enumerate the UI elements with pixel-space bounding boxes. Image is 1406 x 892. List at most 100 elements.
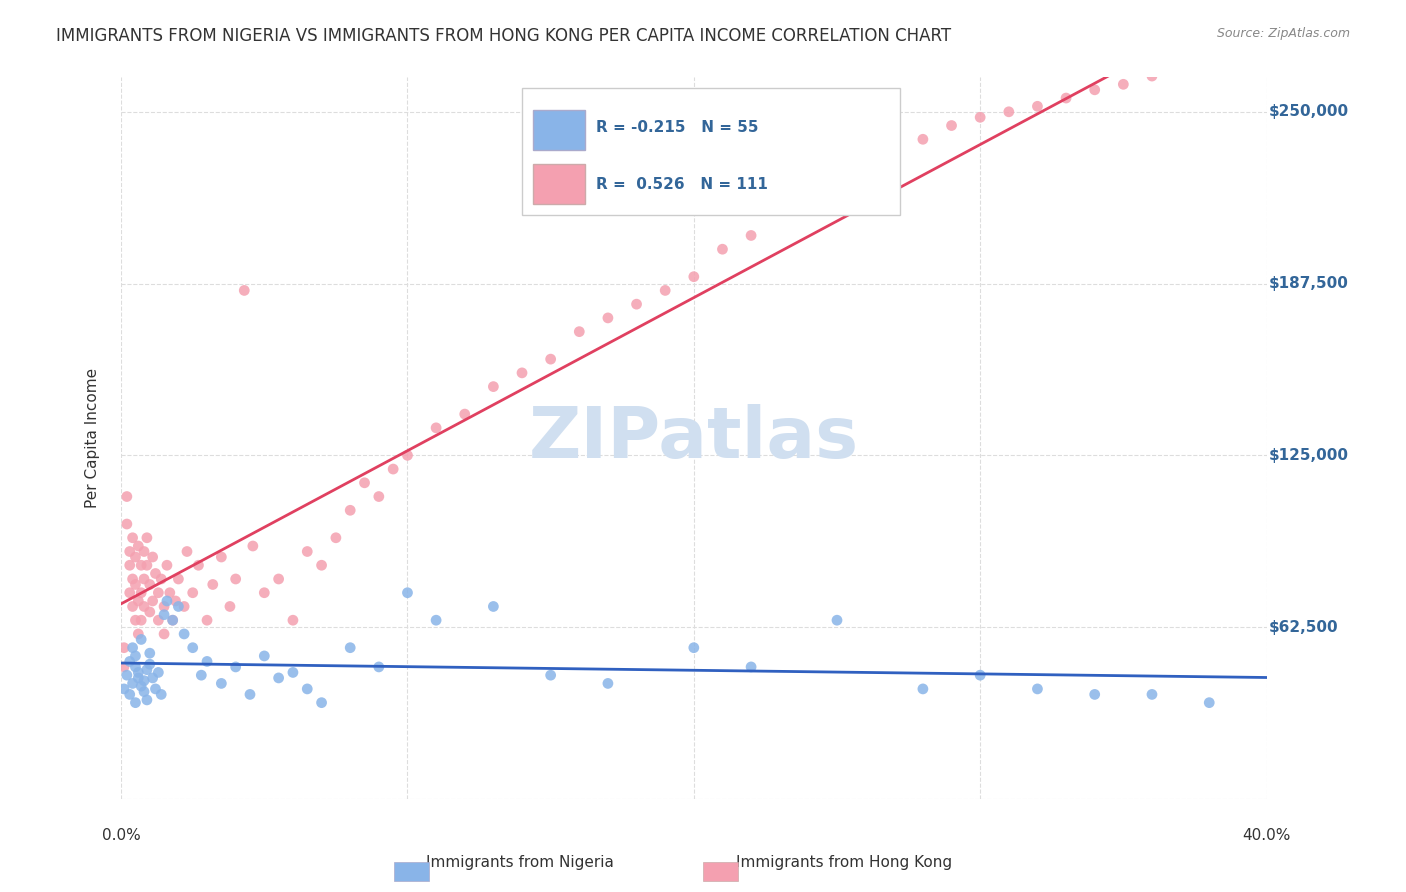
Point bbox=[162, 613, 184, 627]
Point bbox=[118, 687, 141, 701]
Point bbox=[115, 490, 138, 504]
Point bbox=[1241, 22, 1264, 37]
Point bbox=[740, 228, 762, 243]
Point bbox=[540, 352, 562, 367]
Point bbox=[112, 640, 135, 655]
Point bbox=[150, 687, 173, 701]
Point bbox=[969, 110, 991, 124]
Point bbox=[135, 663, 157, 677]
Point bbox=[132, 684, 155, 698]
Point bbox=[425, 421, 447, 435]
Point bbox=[510, 366, 533, 380]
Point bbox=[139, 646, 162, 660]
Point bbox=[139, 657, 162, 672]
Point bbox=[883, 146, 905, 161]
Point bbox=[209, 676, 232, 690]
Point bbox=[797, 187, 820, 202]
Point bbox=[124, 648, 146, 663]
Point bbox=[596, 310, 619, 325]
Point bbox=[1253, 8, 1275, 22]
Point bbox=[339, 503, 361, 517]
Point bbox=[969, 668, 991, 682]
Point bbox=[367, 660, 389, 674]
Point bbox=[135, 558, 157, 573]
Point bbox=[139, 605, 162, 619]
Text: R =  0.526   N = 111: R = 0.526 N = 111 bbox=[596, 177, 768, 192]
Point bbox=[1054, 91, 1077, 105]
Point bbox=[181, 585, 204, 599]
Point bbox=[1084, 83, 1107, 97]
Point bbox=[941, 119, 963, 133]
Point bbox=[115, 516, 138, 531]
Point bbox=[148, 585, 170, 599]
Point bbox=[167, 572, 190, 586]
Point bbox=[121, 531, 143, 545]
Text: $125,000: $125,000 bbox=[1268, 448, 1348, 463]
Point bbox=[195, 613, 218, 627]
Point bbox=[127, 671, 149, 685]
Point bbox=[297, 681, 319, 696]
Point bbox=[911, 681, 934, 696]
Point bbox=[253, 585, 276, 599]
Point bbox=[127, 594, 149, 608]
Point bbox=[1220, 55, 1243, 70]
Point bbox=[132, 544, 155, 558]
Point bbox=[711, 242, 734, 256]
Point bbox=[121, 599, 143, 614]
Point bbox=[150, 572, 173, 586]
Point bbox=[267, 572, 290, 586]
Point bbox=[825, 613, 848, 627]
Point bbox=[127, 539, 149, 553]
Text: $250,000: $250,000 bbox=[1268, 104, 1348, 120]
Point bbox=[225, 660, 247, 674]
Text: Immigrants from Hong Kong: Immigrants from Hong Kong bbox=[735, 855, 952, 870]
Point bbox=[769, 201, 792, 215]
Point bbox=[382, 462, 405, 476]
Point bbox=[148, 613, 170, 627]
Point bbox=[118, 544, 141, 558]
Point bbox=[112, 681, 135, 696]
Point bbox=[297, 544, 319, 558]
Point bbox=[242, 539, 264, 553]
Point bbox=[367, 490, 389, 504]
Point bbox=[1198, 50, 1220, 64]
Point bbox=[129, 613, 152, 627]
Point bbox=[167, 599, 190, 614]
Point bbox=[142, 594, 165, 608]
Point bbox=[135, 531, 157, 545]
Point bbox=[682, 640, 704, 655]
FancyBboxPatch shape bbox=[522, 88, 900, 214]
Point bbox=[153, 599, 176, 614]
Point bbox=[1261, 0, 1284, 4]
Point bbox=[124, 613, 146, 627]
Point bbox=[353, 475, 375, 490]
Point bbox=[159, 585, 181, 599]
Point bbox=[121, 676, 143, 690]
Point bbox=[173, 627, 195, 641]
Point bbox=[267, 671, 290, 685]
Text: Immigrants from Nigeria: Immigrants from Nigeria bbox=[426, 855, 614, 870]
Point bbox=[1258, 0, 1281, 9]
Point bbox=[115, 668, 138, 682]
Point bbox=[195, 655, 218, 669]
Point bbox=[1212, 45, 1234, 59]
Point bbox=[225, 572, 247, 586]
Point bbox=[132, 599, 155, 614]
Text: $62,500: $62,500 bbox=[1268, 620, 1339, 634]
Point bbox=[396, 448, 419, 462]
Point bbox=[281, 665, 304, 680]
Point bbox=[654, 284, 676, 298]
Point bbox=[124, 696, 146, 710]
FancyBboxPatch shape bbox=[533, 110, 585, 150]
Point bbox=[1140, 69, 1163, 83]
Point bbox=[135, 693, 157, 707]
Point bbox=[626, 297, 648, 311]
Point bbox=[148, 665, 170, 680]
Point bbox=[1198, 696, 1220, 710]
Point bbox=[118, 585, 141, 599]
Point bbox=[156, 594, 179, 608]
Point bbox=[540, 668, 562, 682]
Point bbox=[190, 668, 212, 682]
Point bbox=[129, 585, 152, 599]
Point bbox=[1170, 63, 1192, 78]
